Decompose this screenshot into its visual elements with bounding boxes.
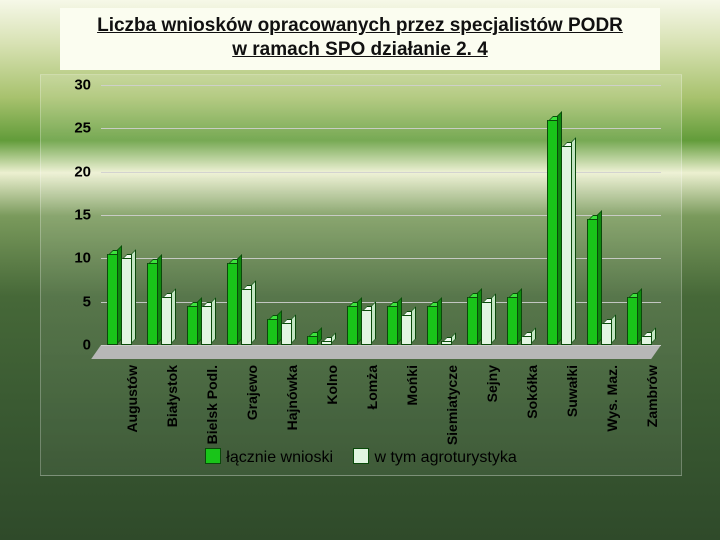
bar <box>307 336 318 345</box>
y-axis-label: 5 <box>83 293 91 310</box>
legend-swatch <box>205 448 221 464</box>
y-axis-label: 25 <box>74 120 91 137</box>
bar-group: Mońki <box>387 85 427 345</box>
bar <box>387 306 398 345</box>
x-axis-label: Siemiatycze <box>444 365 460 445</box>
bar <box>481 302 492 345</box>
bar-group: Bielsk Podl. <box>187 85 227 345</box>
title-line-1: Liczba wniosków opracowanych przez specj… <box>97 15 623 36</box>
bar-side <box>571 137 576 344</box>
bar <box>521 336 532 345</box>
bar-side <box>131 249 136 344</box>
bar <box>401 315 412 345</box>
bar-side <box>291 314 296 344</box>
bar <box>201 306 212 345</box>
bar <box>561 146 572 345</box>
x-axis-label: Wys. Maz. <box>604 365 620 432</box>
x-axis-label: Mońki <box>404 365 420 405</box>
bar <box>161 297 172 345</box>
bar <box>587 219 598 345</box>
chart-container: 051015202530AugustówBiałystokBielsk Podl… <box>40 74 682 476</box>
bar-group: Łomża <box>347 85 387 345</box>
legend-item: w tym agroturystyka <box>353 448 516 467</box>
bar <box>281 323 292 345</box>
bar-group: Sokółka <box>507 85 547 345</box>
bar <box>601 323 612 345</box>
bar-group: Siemiatycze <box>427 85 467 345</box>
title-line-2: w ramach SPO działanie 2. 4 <box>232 39 488 60</box>
x-axis-label: Białystok <box>164 365 180 427</box>
bar-side <box>611 314 616 344</box>
slide: Liczba wniosków opracowanych przez specj… <box>0 0 720 540</box>
x-axis-label: Bielsk Podl. <box>204 365 220 444</box>
x-axis-label: Sejny <box>484 365 500 402</box>
x-axis-label: Hajnówka <box>284 365 300 430</box>
chart-title: Liczba wniosków opracowanych przez specj… <box>60 8 660 70</box>
y-axis-label: 30 <box>74 77 91 94</box>
bar-side <box>451 332 456 344</box>
bar-group: Kolno <box>307 85 347 345</box>
bar <box>347 306 358 345</box>
legend: łącznie wnioski w tym agroturystyka <box>41 448 681 467</box>
bar-group: Wys. Maz. <box>587 85 627 345</box>
bar-side <box>171 288 176 344</box>
bar-group: Suwałki <box>547 85 587 345</box>
bar-side <box>491 293 496 344</box>
legend-label: w tym agroturystyka <box>374 449 516 466</box>
x-axis-label: Augustów <box>124 365 140 433</box>
bar <box>641 336 652 345</box>
x-axis-label: Kolno <box>324 365 340 405</box>
bar-side <box>531 327 536 344</box>
bar <box>441 341 452 345</box>
bar <box>321 341 332 345</box>
bar-group: Białystok <box>147 85 187 345</box>
bar <box>467 297 478 345</box>
legend-label: łącznie wnioski <box>226 449 333 466</box>
x-axis-label: Grajewo <box>244 365 260 420</box>
bar <box>187 306 198 345</box>
x-axis-label: Łomża <box>364 365 380 409</box>
y-axis-label: 20 <box>74 163 91 180</box>
gridline <box>101 345 661 346</box>
bar <box>147 263 158 345</box>
bar-group: Sejny <box>467 85 507 345</box>
bar-side <box>437 297 442 344</box>
bar <box>121 258 132 345</box>
bar <box>227 263 238 345</box>
bar-group: Hajnówka <box>267 85 307 345</box>
bar-side <box>411 306 416 344</box>
bar-group: Augustów <box>107 85 147 345</box>
bar-group: Zambrów <box>627 85 667 345</box>
bar <box>267 319 278 345</box>
x-axis-label: Suwałki <box>564 365 580 417</box>
x-axis-label: Zambrów <box>644 365 660 427</box>
bar <box>627 297 638 345</box>
x-axis-label: Sokółka <box>524 365 540 419</box>
bar-side <box>371 301 376 344</box>
y-axis-label: 0 <box>83 337 91 354</box>
y-axis-label: 10 <box>74 250 91 267</box>
plot-area: 051015202530AugustówBiałystokBielsk Podl… <box>101 85 661 345</box>
legend-item: łącznie wnioski <box>205 448 333 467</box>
bar-group: Grajewo <box>227 85 267 345</box>
bar <box>427 306 438 345</box>
bar-side <box>251 280 256 344</box>
bar <box>507 297 518 345</box>
y-axis-label: 15 <box>74 207 91 224</box>
bar <box>107 254 118 345</box>
bar-side <box>211 297 216 344</box>
bar-side <box>331 332 336 344</box>
legend-swatch <box>353 448 369 464</box>
bar-side <box>651 327 656 344</box>
bar <box>241 289 252 345</box>
chart-floor <box>91 345 661 359</box>
bar <box>547 120 558 345</box>
bar <box>361 310 372 345</box>
